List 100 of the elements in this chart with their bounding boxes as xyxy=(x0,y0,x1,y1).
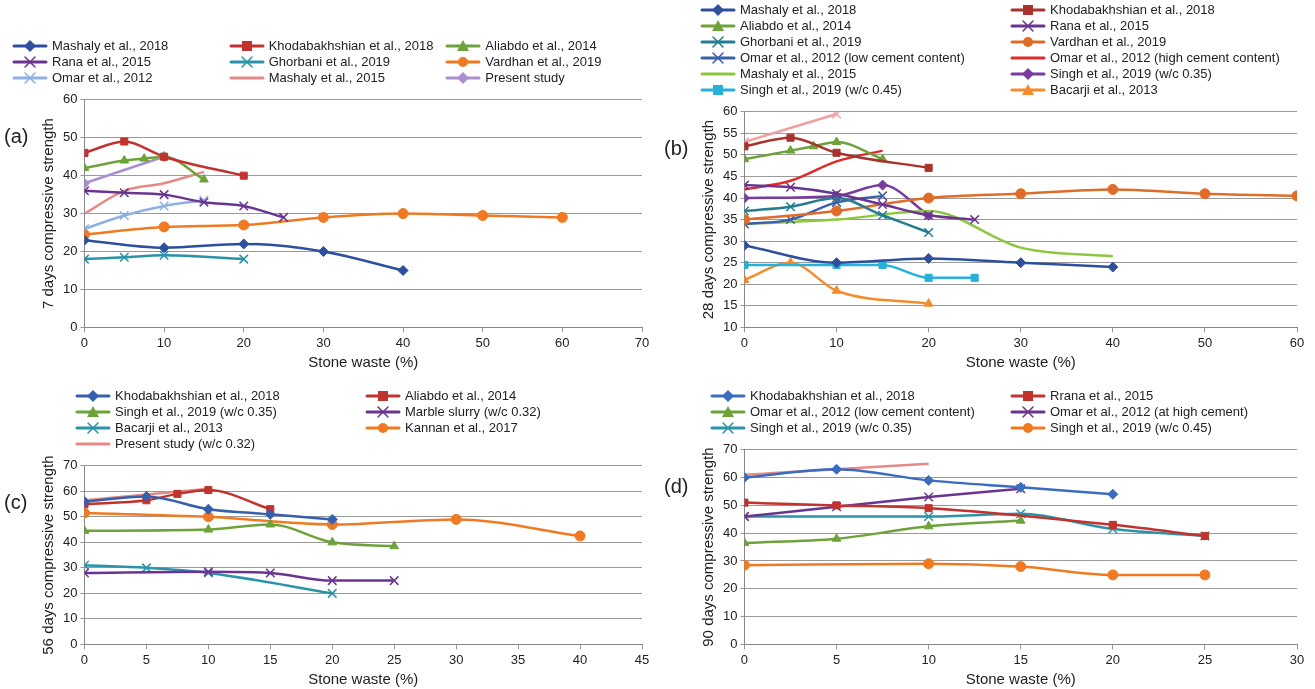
y-tick-label: 20 xyxy=(722,275,738,291)
legend-label: Bacarji et al., 2013 xyxy=(1050,82,1158,97)
text: (b) xyxy=(664,137,689,160)
y-tick-label: 55 xyxy=(722,124,738,140)
text: (d) xyxy=(664,475,689,498)
y-tick-label: 20 xyxy=(722,580,738,596)
legend-label: Khodabakhshian et al., 2018 xyxy=(115,388,280,403)
legend-label: Rana et al., 2015 xyxy=(1050,18,1150,33)
legend-label: Omar et al., 2012 (at high cement) xyxy=(1050,404,1248,419)
x-tick-label: 40 xyxy=(395,334,411,350)
y-tick-label: 50 xyxy=(722,496,738,512)
x-tick-label: 10 xyxy=(201,651,216,667)
x-tick-label: 30 xyxy=(1013,334,1028,350)
y-tick-label: 0 xyxy=(70,635,78,651)
x-tick-label: 20 xyxy=(236,334,251,350)
y-tick-label: 70 xyxy=(62,457,78,473)
y-tick-label: 60 xyxy=(722,103,738,119)
y-tick-label: 60 xyxy=(722,469,738,485)
y-tick-label: 25 xyxy=(722,254,738,270)
y-tick-label: 70 xyxy=(722,441,738,457)
y-tick-label: 35 xyxy=(722,211,738,227)
legend-label: Kannan et al., 2017 xyxy=(405,420,518,435)
y-tick-label: 15 xyxy=(722,297,738,313)
x-tick-label: 50 xyxy=(475,334,490,350)
legend-label: Rana et al., 2015 xyxy=(52,54,152,69)
legend-label: Aliabdo et al., 2014 xyxy=(740,18,852,33)
legend-label: Aliabdo et al., 2014 xyxy=(405,388,517,403)
legend-label: Khodabakhshian et al., 2018 xyxy=(750,388,915,403)
y-tick-label: 50 xyxy=(62,129,78,145)
x-tick-label: 35 xyxy=(510,651,526,667)
y-axis-title: 28 days compressive strength xyxy=(699,119,717,320)
y-tick-label: 0 xyxy=(730,635,738,651)
y-tick-label: 40 xyxy=(722,189,738,205)
x-tick-label: 40 xyxy=(1105,334,1121,350)
text: (c) xyxy=(4,491,28,514)
legend-label: Singh et al., 2019 (w/c 0.35) xyxy=(1050,66,1212,81)
x-tick-label: 20 xyxy=(325,651,340,667)
x-tick-label: 45 xyxy=(634,651,650,667)
x-tick-label: 25 xyxy=(386,651,402,667)
legend-label: Singh et al., 2019 (w/c 0.45) xyxy=(740,82,902,97)
x-tick-label: 5 xyxy=(832,651,841,667)
y-tick-label: 10 xyxy=(62,610,78,626)
y-tick-label: 40 xyxy=(722,524,738,540)
y-tick-label: 30 xyxy=(62,205,78,221)
legend-label: Omar et al., 2012 (low cement content) xyxy=(740,50,965,65)
y-axis-title: 56 days compressive strength xyxy=(39,455,57,655)
y-tick-label: 40 xyxy=(62,533,78,549)
legend-label: Present study xyxy=(485,70,565,85)
legend-label: Mashaly et al., 2015 xyxy=(740,66,857,81)
y-tick-label: 10 xyxy=(722,318,738,334)
x-tick-label: 30 xyxy=(448,651,464,667)
legend-label: Khodabakhshian et al., 2018 xyxy=(268,38,434,53)
x-tick-label: 60 xyxy=(1289,334,1305,350)
y-tick-label: 40 xyxy=(62,167,78,183)
legend-label: Vardhan et al., 2019 xyxy=(485,54,602,69)
legend-label: Omar et al., 2012 (low cement content) xyxy=(750,404,975,419)
x-axis-title: Stone waste (%) xyxy=(308,670,419,688)
legend-label: Mashaly et al., 2018 xyxy=(740,2,857,17)
y-tick-label: 10 xyxy=(722,608,738,624)
x-tick-label: 10 xyxy=(829,334,844,350)
y-tick-label: 45 xyxy=(722,168,738,184)
x-tick-label: 15 xyxy=(263,651,278,667)
y-tick-label: 30 xyxy=(62,559,78,575)
y-axis-title: 90 days compressive strength xyxy=(699,447,717,647)
legend-label: Bacarji et al., 2013 xyxy=(115,420,223,435)
y-tick-label: 50 xyxy=(722,146,738,162)
x-tick-label: 50 xyxy=(1197,334,1213,350)
x-tick-label: 5 xyxy=(142,651,151,667)
y-tick-label: 20 xyxy=(62,584,78,600)
legend-label: Mashaly et al., 2018 xyxy=(52,38,169,53)
y-tick-label: 50 xyxy=(62,508,78,524)
x-tick-label: 70 xyxy=(634,334,650,350)
legend-label: Present study (w/c 0.32) xyxy=(115,436,256,451)
legend-label: Rrana et al., 2015 xyxy=(1050,388,1154,403)
x-axis-title: Stone waste (%) xyxy=(965,353,1076,371)
legend-label: Aliabdo et al., 2014 xyxy=(485,38,597,53)
legend-label: Singh et al., 2019 (w/c 0.35) xyxy=(750,420,912,435)
y-tick-label: 60 xyxy=(62,91,78,107)
y-tick-label: 30 xyxy=(722,232,738,248)
legend-label: Ghorbani et al., 2019 xyxy=(268,54,391,69)
y-tick-label: 30 xyxy=(722,552,738,568)
x-tick-label: 10 xyxy=(156,334,172,350)
legend-label: Omar et al., 2012 (high cement content) xyxy=(1050,50,1280,65)
x-tick-label: 0 xyxy=(740,651,749,667)
y-tick-label: 0 xyxy=(70,318,78,334)
x-tick-label: 30 xyxy=(316,334,331,350)
legend-label: Vardhan et al., 2019 xyxy=(1050,34,1167,49)
x-tick-label: 0 xyxy=(80,334,89,350)
x-tick-label: 20 xyxy=(1105,651,1121,667)
y-tick-label: 20 xyxy=(62,243,78,259)
legend-label: Singh et al., 2019 (w/c 0.45) xyxy=(1050,420,1212,435)
x-tick-label: 40 xyxy=(572,651,588,667)
y-tick-label: 60 xyxy=(62,482,78,498)
x-tick-label: 0 xyxy=(740,334,749,350)
legend-label: Marble slurry (w/c 0.32) xyxy=(405,404,541,419)
x-tick-label: 0 xyxy=(80,651,89,667)
x-axis-title: Stone waste (%) xyxy=(965,670,1076,688)
x-tick-label: 20 xyxy=(921,334,936,350)
x-tick-label: 30 xyxy=(1289,651,1305,667)
x-tick-label: 10 xyxy=(921,651,936,667)
